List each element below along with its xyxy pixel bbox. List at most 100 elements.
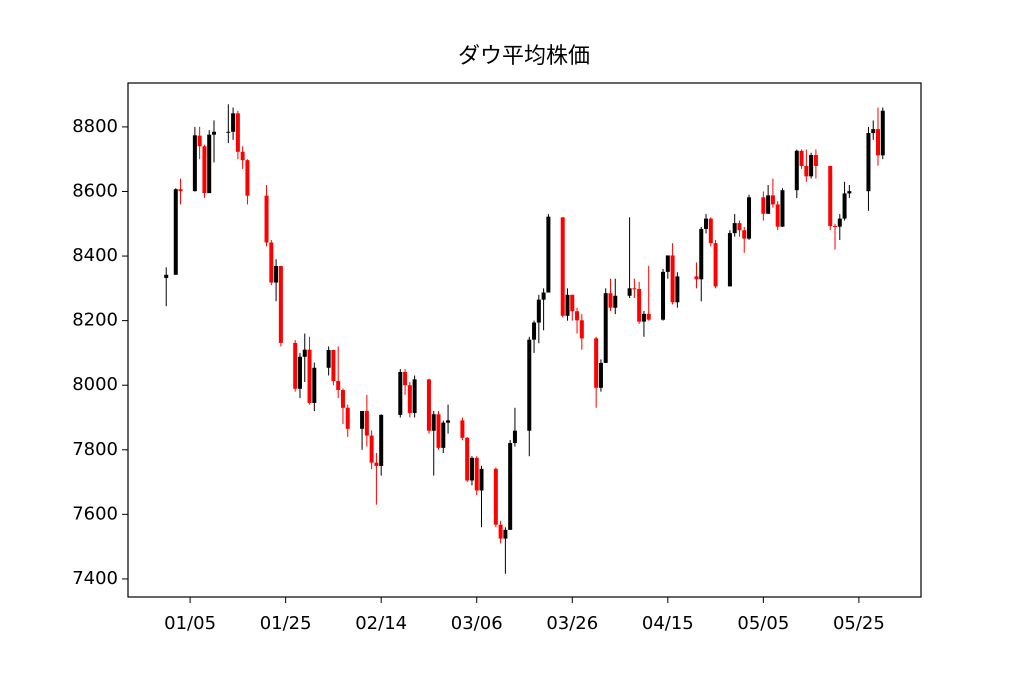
candle-body xyxy=(336,381,341,391)
candle-body xyxy=(479,468,484,491)
candle-body xyxy=(226,131,231,133)
candle-body xyxy=(747,197,752,239)
candle-body xyxy=(627,288,632,296)
candle-body xyxy=(426,379,431,431)
candle-body xyxy=(164,274,169,279)
candle-body xyxy=(493,468,498,525)
candle-body xyxy=(436,414,441,448)
candle-body xyxy=(837,218,842,227)
candle-body xyxy=(407,385,412,413)
candle-body xyxy=(675,276,680,303)
candle-body xyxy=(708,218,713,244)
candle-body xyxy=(197,135,202,147)
candle-body xyxy=(833,226,838,228)
candle-body xyxy=(847,191,852,194)
candle-body xyxy=(374,462,379,466)
candle-body xyxy=(575,311,580,321)
x-tick-label: 03/06 xyxy=(451,613,503,634)
candle-body xyxy=(603,293,608,363)
x-tick-label: 01/05 xyxy=(164,613,216,634)
candle-body xyxy=(565,294,570,316)
candle-body xyxy=(527,339,532,431)
x-tick-label: 01/25 xyxy=(260,613,312,634)
candle-body xyxy=(570,294,575,312)
candle-body xyxy=(813,154,818,166)
y-tick-label: 7800 xyxy=(72,439,118,460)
candle-body xyxy=(269,242,274,283)
candle-body xyxy=(532,322,537,340)
y-tick-label: 8200 xyxy=(72,310,118,331)
candle-body xyxy=(809,154,814,177)
candle-body xyxy=(235,113,240,152)
candle-body xyxy=(340,390,345,408)
candle-body xyxy=(302,349,307,357)
candle-body xyxy=(512,430,517,443)
candle-body xyxy=(594,338,599,388)
candle-body xyxy=(598,362,603,388)
candle-body xyxy=(297,356,302,389)
candle-body xyxy=(403,371,408,386)
candle-body xyxy=(742,230,747,239)
candle-body xyxy=(804,165,809,177)
candle-body xyxy=(360,411,365,429)
candle-body xyxy=(613,295,618,308)
candle-body xyxy=(173,189,178,275)
y-tick-label: 8800 xyxy=(72,116,118,137)
candle-body xyxy=(398,371,403,415)
x-tick-label: 02/14 xyxy=(355,613,407,634)
candle-body xyxy=(876,129,881,156)
candle-body xyxy=(699,228,704,280)
y-tick-label: 7600 xyxy=(72,503,118,524)
candle-body xyxy=(694,276,699,280)
candle-body xyxy=(632,288,637,290)
candle-body xyxy=(713,243,718,287)
candle-body xyxy=(761,197,766,214)
candle-body xyxy=(641,313,646,322)
candle-body xyxy=(775,204,780,227)
candle-body xyxy=(866,133,871,192)
candle-body xyxy=(312,367,317,403)
candle-body xyxy=(727,233,732,287)
candle-body xyxy=(546,216,551,293)
candle-body xyxy=(326,350,331,368)
candle-body xyxy=(293,342,298,389)
candle-body xyxy=(345,407,350,429)
candle-body xyxy=(446,420,451,423)
candle-body xyxy=(871,129,876,134)
candle-body xyxy=(498,524,503,539)
candle-body xyxy=(192,135,197,192)
candle-body xyxy=(880,110,885,156)
candle-body xyxy=(202,146,207,194)
candle-body xyxy=(665,255,670,272)
x-tick-label: 04/15 xyxy=(642,613,694,634)
y-tick-label: 8600 xyxy=(72,180,118,201)
candle-body xyxy=(274,266,279,283)
y-tick-label: 8000 xyxy=(72,374,118,395)
candle-body xyxy=(474,457,479,491)
candle-body xyxy=(369,435,374,463)
candle-body xyxy=(579,320,584,339)
candle-body xyxy=(211,131,216,135)
y-tick-label: 8400 xyxy=(72,245,118,266)
candle-body xyxy=(737,223,742,231)
candle-body xyxy=(670,255,675,303)
candle-body xyxy=(704,218,709,229)
candle-body xyxy=(231,113,236,132)
x-tick-label: 03/26 xyxy=(546,613,598,634)
chart-title: ダウ平均株価 xyxy=(458,44,590,69)
candle-body xyxy=(646,313,651,320)
candle-body xyxy=(770,195,775,205)
candle-body xyxy=(465,437,470,481)
candle-body xyxy=(441,422,446,448)
x-tick-label: 05/05 xyxy=(737,613,789,634)
candle-body xyxy=(794,150,799,191)
candle-body xyxy=(240,151,245,161)
y-tick-label: 7400 xyxy=(72,568,118,589)
candle-body xyxy=(503,529,508,539)
candle-body xyxy=(331,350,336,382)
candle-body xyxy=(264,195,269,243)
x-tick-label: 05/25 xyxy=(833,613,885,634)
candle-body xyxy=(661,271,666,320)
candle-body xyxy=(637,288,642,322)
